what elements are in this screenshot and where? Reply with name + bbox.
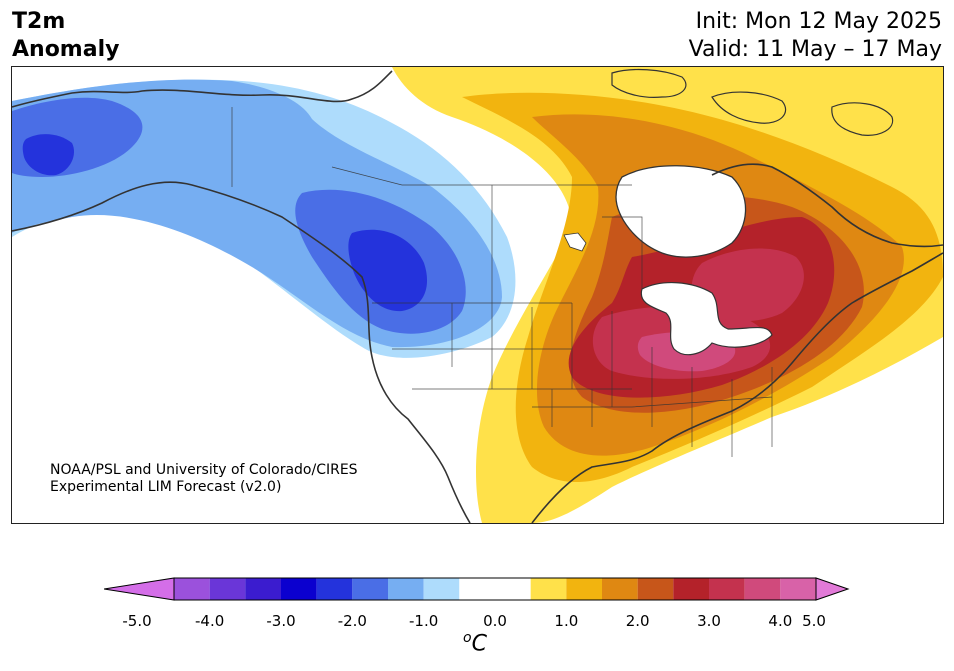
unit-label: oC (463, 630, 487, 656)
colorbar-tick-label: 2.0 (625, 612, 650, 630)
anomaly-map-svg (12, 67, 943, 523)
state-boundaries (231, 107, 773, 457)
data-credit: NOAA/PSL and University of Colorado/CIRE… (50, 462, 358, 496)
colorbar-cell (174, 578, 210, 600)
great-lakes (640, 282, 773, 356)
unit-superscript: o (463, 630, 472, 646)
colorbar-cell (709, 578, 745, 600)
colorbar-outline (173, 577, 817, 601)
colorbar-cell (744, 578, 781, 600)
colorbar-tick-label: 3.0 (697, 612, 721, 630)
colorbar-cell (637, 578, 674, 600)
cold-anomaly-5 (22, 134, 75, 176)
colorbar (104, 577, 850, 601)
colorbar-tick-label: 4.0 (768, 612, 793, 630)
colorbar-cell (780, 578, 816, 600)
anomaly-map: NOAA/PSL and University of Colorado/CIRE… (11, 66, 944, 524)
colorbar-cell (388, 578, 424, 600)
colorbar-cell (602, 578, 638, 600)
colorbar-tick-label: -4.0 (195, 612, 225, 630)
forecast-dates: Init: Mon 12 May 2025 Valid: 11 May – 17… (689, 8, 942, 64)
arctic-islands (611, 68, 894, 136)
unit-base: C (471, 631, 487, 657)
colorbar-cell (209, 578, 246, 600)
hudson-bay (615, 165, 747, 258)
colorbar-tick-label: 1.0 (554, 612, 579, 630)
lake-winnipeg (563, 232, 587, 252)
colorbar-cell (316, 578, 353, 600)
anomaly-label: Anomaly (12, 37, 120, 62)
colorbar-under-arrow (104, 577, 175, 601)
warm-anomaly-7 (691, 248, 804, 322)
colorbar-cell (352, 578, 388, 600)
cold-anomaly-4 (348, 229, 428, 312)
colorbar-cell (281, 578, 317, 600)
colorbar-over-arrow (815, 577, 850, 601)
valid-range: Valid: 11 May – 17 May (688, 37, 942, 62)
colorbar-cell (673, 578, 709, 600)
colorbar-cell (530, 578, 567, 600)
variable-label: T2m (12, 9, 66, 34)
init-date: Init: Mon 12 May 2025 (695, 9, 942, 34)
credit-line-1: NOAA/PSL and University of Colorado/CIRE… (50, 462, 358, 478)
colorbar-cell (423, 578, 460, 600)
colorbar-tick-label: 5.0 (802, 612, 826, 630)
colorbar-tick-label: -3.0 (266, 612, 296, 630)
north-america-coastline (12, 70, 943, 523)
colorbar-cell (566, 578, 602, 600)
colorbar-tick-label: -2.0 (337, 612, 367, 630)
colorbar-tick-label: 0.0 (483, 612, 507, 630)
colorbar-tick-label: -5.0 (122, 612, 152, 630)
colorbar-cells (174, 578, 816, 600)
colorbar-cell (245, 578, 281, 600)
credit-line-2: Experimental LIM Forecast (v2.0) (50, 479, 282, 495)
colorbar-tick-label: -1.0 (409, 612, 439, 630)
colorbar-cell (459, 578, 531, 600)
map-title: T2m Anomaly (12, 8, 119, 64)
